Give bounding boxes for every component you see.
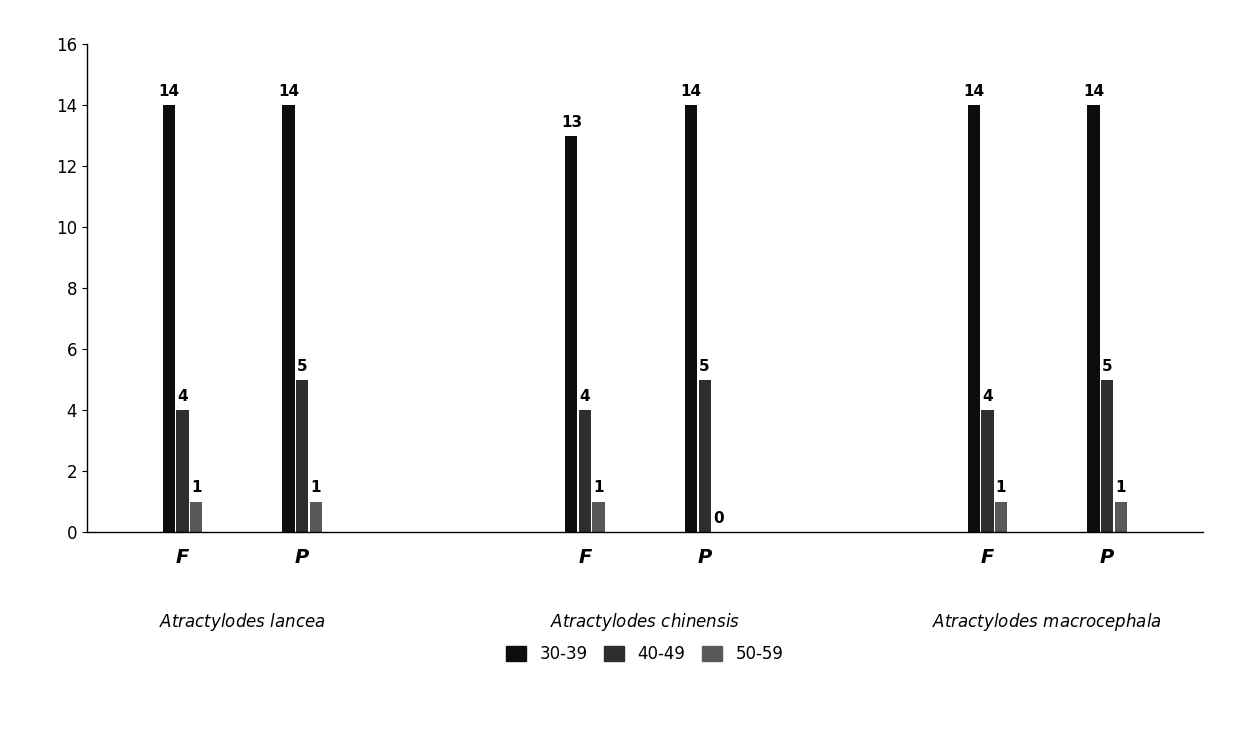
Text: 5: 5 — [1102, 358, 1112, 373]
Text: 14: 14 — [963, 84, 985, 99]
Text: 1: 1 — [310, 480, 321, 495]
Text: 4: 4 — [177, 389, 187, 404]
Bar — [579, 410, 591, 532]
Bar — [981, 410, 993, 532]
Bar — [283, 105, 295, 532]
Text: 1: 1 — [191, 480, 201, 495]
Text: 4: 4 — [579, 389, 590, 404]
Bar — [1115, 502, 1127, 532]
Bar — [698, 380, 711, 532]
Bar — [162, 105, 175, 532]
Bar — [1087, 105, 1100, 532]
Bar — [310, 502, 322, 532]
Bar — [176, 410, 188, 532]
Text: $\bf{\it{Atractylodes\ chinensis}}$: $\bf{\it{Atractylodes\ chinensis}}$ — [549, 611, 740, 633]
Text: 1: 1 — [593, 480, 604, 495]
Text: 14: 14 — [681, 84, 702, 99]
Bar — [1101, 380, 1114, 532]
Legend: 30-39, 40-49, 50-59: 30-39, 40-49, 50-59 — [500, 638, 790, 670]
Bar — [967, 105, 980, 532]
Text: $\bf{\it{Atractylodes\ macrocephala}}$: $\bf{\it{Atractylodes\ macrocephala}}$ — [932, 611, 1162, 633]
Bar — [994, 502, 1007, 532]
Text: 1: 1 — [996, 480, 1007, 495]
Text: 14: 14 — [1083, 84, 1104, 99]
Text: 1: 1 — [1116, 480, 1126, 495]
Bar — [190, 502, 202, 532]
Text: 5: 5 — [699, 358, 711, 373]
Text: 13: 13 — [560, 115, 582, 130]
Text: 4: 4 — [982, 389, 993, 404]
Bar — [565, 136, 578, 532]
Bar — [593, 502, 605, 532]
Text: $\bf{\it{Atractylodes\ lancea}}$: $\bf{\it{Atractylodes\ lancea}}$ — [159, 611, 326, 633]
Text: 14: 14 — [159, 84, 180, 99]
Text: 5: 5 — [296, 358, 308, 373]
Text: 14: 14 — [278, 84, 299, 99]
Text: 0: 0 — [713, 511, 723, 526]
Bar — [684, 105, 697, 532]
Bar — [296, 380, 309, 532]
